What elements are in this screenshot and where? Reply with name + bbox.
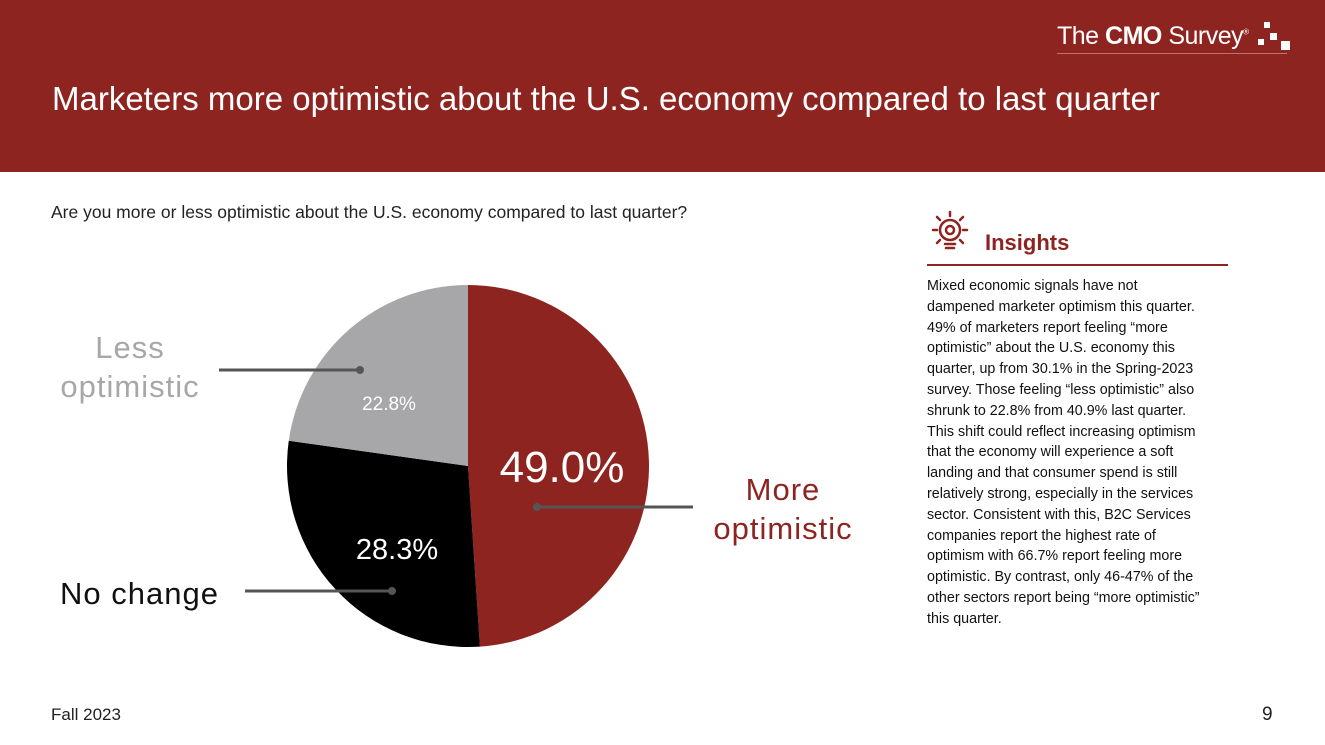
pie-chart: 49.0% 28.3% 22.8% xyxy=(219,285,693,648)
leader-dot-nochange xyxy=(388,587,396,595)
insights-line: this quarter. xyxy=(927,610,1002,627)
insights-line: that the economy will experience a soft xyxy=(927,444,1174,461)
insights-line: survey. Those feeling “less optimistic” … xyxy=(927,381,1195,398)
data-label-more: 49.0% xyxy=(500,443,625,492)
cmo-survey-logo: The CMO Survey® xyxy=(1057,22,1249,51)
insights-line: relatively strong, especially in the ser… xyxy=(927,485,1194,502)
insights-line: landing and that consumer spend is still xyxy=(927,465,1178,482)
insights-divider xyxy=(927,264,1228,266)
leader-dot-more xyxy=(533,503,541,511)
leader-dot-less xyxy=(356,366,364,374)
insights-line: quarter, up from 30.1% in the Spring-202… xyxy=(927,361,1194,378)
logo-reg: ® xyxy=(1243,27,1249,37)
logo-square xyxy=(1281,41,1290,50)
survey-question: Are you more or less optimistic about th… xyxy=(51,202,688,222)
insights-line: shrunk to 22.8% from 40.9% last quarter. xyxy=(927,402,1187,419)
logo-square xyxy=(1270,33,1277,40)
category-label-more: More optimistic xyxy=(713,472,853,546)
insights-title: Insights xyxy=(985,230,1070,255)
insights-line: other sectors report being “more optimis… xyxy=(927,589,1200,606)
data-label-less: 22.8% xyxy=(362,394,416,415)
insights-line: dampened marketer optimism this quarter. xyxy=(927,298,1195,315)
logo-the: The xyxy=(1057,22,1099,50)
logo-cmo: CMO xyxy=(1105,22,1162,50)
insights-line: sector. Consistent with this, B2C Servic… xyxy=(927,506,1191,523)
logo-square xyxy=(1258,39,1264,45)
category-label-less: Less optimistic xyxy=(60,330,200,404)
logo-underline xyxy=(1057,53,1287,54)
pie-slice-less-optimistic xyxy=(288,285,468,466)
insights-line: companies report the highest rate of xyxy=(927,527,1156,544)
logo-survey: Survey xyxy=(1168,22,1244,50)
insights-line: optimistic. By contrast, only 46-47% of … xyxy=(927,569,1194,586)
category-label-nochange: No change xyxy=(60,576,219,611)
logo-square xyxy=(1264,22,1270,28)
insights-line: optimism with 66.7% report feeling more xyxy=(927,548,1183,565)
page-title: Marketers more optimistic about the U.S.… xyxy=(52,80,1160,117)
data-label-nochange: 28.3% xyxy=(356,534,438,566)
insights-line: This shift could reflect increasing opti… xyxy=(927,423,1196,440)
pie-slice-more-optimistic xyxy=(468,285,650,647)
header-bar xyxy=(0,0,1325,172)
insights-line: Mixed economic signals have not xyxy=(927,278,1138,294)
insights-line: optimistic” about the U.S. economy this xyxy=(927,340,1175,357)
page-number: 9 xyxy=(1262,704,1273,725)
footer-term: Fall 2023 xyxy=(51,705,121,724)
lightbulb-gear-icon xyxy=(931,210,969,250)
insights-line: 49% of marketers report feeling “more xyxy=(927,319,1168,336)
pie-slice-no-change xyxy=(286,440,480,648)
insights-body: Mixed economic signals have not dampened … xyxy=(927,276,1200,630)
